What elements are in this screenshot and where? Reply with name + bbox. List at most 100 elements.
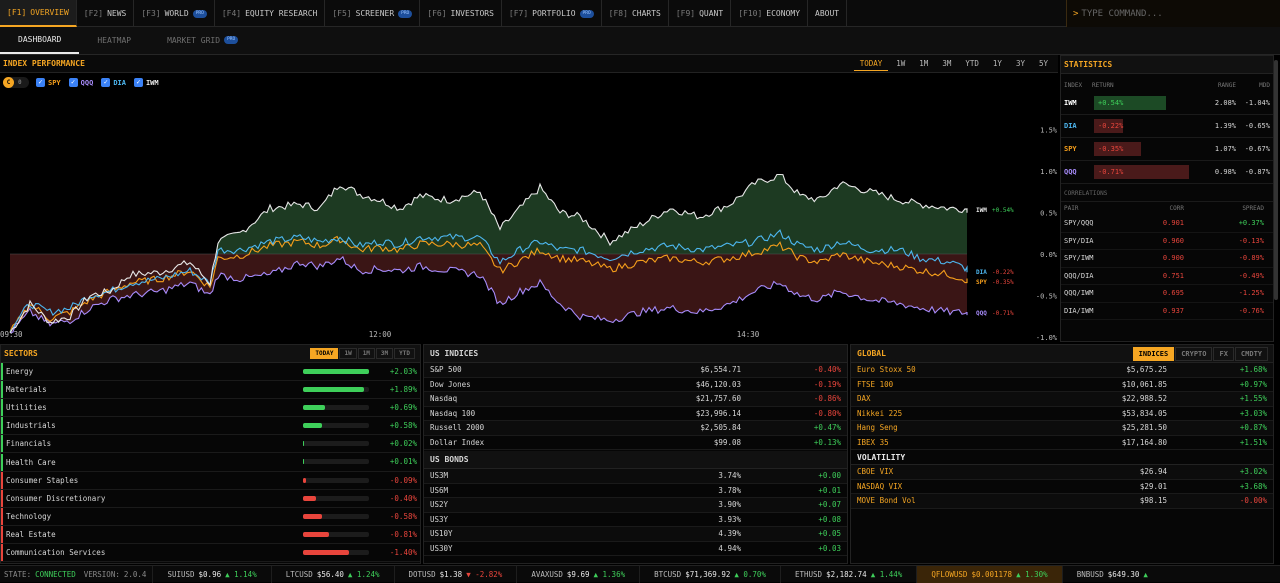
global-tab-crypto[interactable]: CRYPTO bbox=[1175, 347, 1213, 361]
global-row[interactable]: MOVE Bond Vol $98.15 -0.00% bbox=[851, 494, 1273, 509]
stat-row-qqq[interactable]: QQQ -0.71% 0.98% -0.87% bbox=[1061, 161, 1273, 184]
global-row[interactable]: Hang Seng $25,281.50 +0.87% bbox=[851, 421, 1273, 436]
us-bond-row[interactable]: US30Y 4.94% +0.03 bbox=[424, 542, 847, 556]
subtab-dashboard[interactable]: DASHBOARD bbox=[0, 26, 80, 54]
nav-item-screener[interactable]: [F5] SCREENER PRO bbox=[325, 0, 421, 27]
ticker-item-bnbusd[interactable]: BNBUSD $649.30 ▲ bbox=[1061, 565, 1162, 583]
correlations-title: CORRELATIONS bbox=[1064, 190, 1108, 197]
sector-row[interactable]: Consumer Discretionary -0.40% bbox=[1, 489, 420, 508]
corr-row[interactable]: SPY/IWM 0.900 -0.89% bbox=[1061, 250, 1273, 268]
command-bar[interactable]: > bbox=[1066, 0, 1280, 27]
ticker-item-btcusd[interactable]: BTCUSD $71,369.92 ▲ 0.70% bbox=[639, 565, 780, 583]
end-label-name: SPY bbox=[976, 279, 987, 286]
us-index-row[interactable]: Dollar Index $99.08 +0.13% bbox=[424, 436, 847, 450]
subtab-market-grid[interactable]: MARKET GRID PRO bbox=[149, 26, 256, 54]
series-toggle-dia[interactable]: ✓ DIA bbox=[101, 78, 126, 87]
checkbox-icon[interactable]: ✓ bbox=[133, 78, 143, 87]
subtab-heatmap[interactable]: HEATMAP bbox=[79, 26, 149, 54]
series-toggle-qqq[interactable]: ✓ QQQ bbox=[68, 78, 93, 87]
period-1m[interactable]: 1M bbox=[919, 59, 929, 68]
nav-item-portfolio[interactable]: [F7] PORTFOLIO PRO bbox=[502, 0, 602, 27]
performance-chart[interactable]: 1.5%1.0%0.5%0.0%-0.5%-1.0%-1.5%09:3012:0… bbox=[0, 55, 1058, 343]
command-input[interactable] bbox=[1081, 8, 1272, 19]
sector-row[interactable]: Health Care +0.01% bbox=[1, 453, 420, 472]
sector-period-today[interactable]: TODAY bbox=[310, 348, 339, 359]
nav-item-charts[interactable]: [F8] CHARTS bbox=[602, 0, 669, 27]
global-row[interactable]: IBEX 35 $17,164.80 +1.51% bbox=[851, 436, 1273, 450]
sector-row[interactable]: Real Estate -0.81% bbox=[1, 525, 420, 544]
global-tab-fx[interactable]: FX bbox=[1213, 347, 1234, 361]
us-bond-row[interactable]: US10Y 4.39% +0.05 bbox=[424, 527, 847, 542]
stat-row-spy[interactable]: SPY -0.35% 1.07% -0.67% bbox=[1061, 138, 1273, 161]
sector-row[interactable]: Materials +1.89% bbox=[1, 381, 420, 400]
stat-row-dia[interactable]: DIA -0.22% 1.39% -0.65% bbox=[1061, 115, 1273, 138]
cumulative-toggle[interactable]: C 0 bbox=[3, 77, 29, 88]
us-index-row[interactable]: Dow Jones $46,120.03 -0.19% bbox=[424, 378, 847, 392]
ticker-item-qflowusd[interactable]: QFLOWUSD $0.001178 ▲ 1.30% bbox=[916, 565, 1062, 583]
nav-item-quant[interactable]: [F9] QUANT bbox=[669, 0, 732, 27]
us-index-row[interactable]: Russell 2000 $2,505.84 +0.47% bbox=[424, 421, 847, 436]
series-toggle-iwm[interactable]: ✓ IWM bbox=[133, 78, 159, 87]
sector-row[interactable]: Consumer Staples -0.09% bbox=[1, 471, 420, 490]
nav-item-about[interactable]: ABOUT bbox=[808, 0, 848, 27]
corr-row[interactable]: DIA/IWM 0.937 -0.76% bbox=[1061, 303, 1273, 320]
stat-row-iwm[interactable]: IWM +0.54% 2.08% -1.04% bbox=[1061, 92, 1273, 115]
ticker-symbol: QFLOWUSD bbox=[931, 569, 968, 579]
sector-row[interactable]: Energy +2.03% bbox=[1, 363, 420, 382]
period-1w[interactable]: 1W bbox=[896, 59, 906, 68]
us-bond-row[interactable]: US2Y 3.90% +0.07 bbox=[424, 498, 847, 513]
sector-row[interactable]: Communication Services -1.40% bbox=[1, 543, 420, 563]
nav-item-news[interactable]: [F2] NEWS bbox=[77, 0, 135, 27]
global-tab-indices[interactable]: INDICES bbox=[1132, 347, 1175, 361]
us-index-row[interactable]: Nasdaq 100 $23,996.14 -0.80% bbox=[424, 407, 847, 421]
sector-period-1m[interactable]: 1M bbox=[357, 348, 375, 359]
corr-row[interactable]: SPY/DIA 0.960 -0.13% bbox=[1061, 233, 1273, 250]
sector-row[interactable]: Technology -0.58% bbox=[1, 507, 420, 526]
global-row[interactable]: NASDAQ VIX $29.01 +3.68% bbox=[851, 480, 1273, 494]
corr-row[interactable]: SPY/QQQ 0.901 +0.37% bbox=[1061, 215, 1273, 233]
nav-key: [F8] bbox=[608, 9, 628, 18]
row-value: $29.01 bbox=[1139, 481, 1167, 491]
period-1y[interactable]: 1Y bbox=[992, 59, 1002, 68]
global-row[interactable]: FTSE 100 $10,061.85 +0.97% bbox=[851, 378, 1273, 392]
period-ytd[interactable]: YTD bbox=[965, 59, 979, 68]
nav-item-investors[interactable]: [F6] INVESTORS bbox=[420, 0, 502, 27]
series-toggle-spy[interactable]: ✓ SPY bbox=[36, 78, 61, 87]
global-tab-cmdty[interactable]: CMDTY bbox=[1234, 347, 1268, 361]
nav-item-overview[interactable]: [F1] OVERVIEW bbox=[0, 0, 77, 27]
sector-row[interactable]: Financials +0.02% bbox=[1, 435, 420, 454]
ticker-item-suiusd[interactable]: SUIUSD $0.96 ▲ 1.14% bbox=[152, 565, 270, 583]
us-bond-row[interactable]: US3Y 3.93% +0.08 bbox=[424, 513, 847, 527]
us-index-row[interactable]: S&P 500 $6,554.71 -0.40% bbox=[424, 363, 847, 378]
checkbox-icon[interactable]: ✓ bbox=[36, 78, 45, 87]
sector-row[interactable]: Industrials +0.58% bbox=[1, 417, 420, 436]
period-3m[interactable]: 3M bbox=[942, 59, 952, 68]
us-index-row[interactable]: Nasdaq $21,757.60 -0.86% bbox=[424, 392, 847, 407]
global-row[interactable]: CBOE VIX $26.94 +3.02% bbox=[851, 465, 1273, 480]
sector-period-3m[interactable]: 3M bbox=[375, 348, 394, 359]
ticker-item-dotusd[interactable]: DOTUSD $1.38 ▼ -2.82% bbox=[393, 565, 517, 583]
sector-row[interactable]: Utilities +0.69% bbox=[1, 399, 420, 418]
global-row[interactable]: DAX $22,988.52 +1.55% bbox=[851, 392, 1273, 407]
corr-row[interactable]: QQQ/DIA 0.751 -0.49% bbox=[1061, 268, 1273, 285]
period-today[interactable]: TODAY bbox=[853, 57, 889, 71]
corr-value: 0.901 bbox=[1162, 219, 1184, 228]
nav-item-equity-research[interactable]: [F4] EQUITY RESEARCH bbox=[215, 0, 326, 27]
ticker-item-ethusd[interactable]: ETHUSD $2,182.74 ▲ 1.44% bbox=[779, 565, 916, 583]
global-row[interactable]: Euro Stoxx 50 $5,675.25 +1.68% bbox=[851, 363, 1273, 378]
global-row[interactable]: Nikkei 225 $53,834.05 +3.03% bbox=[851, 407, 1273, 421]
checkbox-icon[interactable]: ✓ bbox=[101, 78, 111, 87]
sector-period-ytd[interactable]: YTD bbox=[394, 348, 415, 359]
checkbox-icon[interactable]: ✓ bbox=[68, 78, 78, 87]
period-3y[interactable]: 3Y bbox=[1015, 59, 1025, 68]
sector-period-1w[interactable]: 1W bbox=[339, 348, 357, 359]
ticker-item-ltcusd[interactable]: LTCUSD $56.40 ▲ 1.24% bbox=[270, 565, 394, 583]
nav-item-economy[interactable]: [F10] ECONOMY bbox=[731, 0, 809, 27]
stats-scrollbar[interactable] bbox=[1274, 60, 1278, 300]
nav-item-world[interactable]: [F3] WORLD PRO bbox=[134, 0, 215, 27]
us-bond-row[interactable]: US6M 3.78% +0.01 bbox=[424, 484, 847, 498]
period-5y[interactable]: 5Y bbox=[1038, 59, 1048, 68]
corr-row[interactable]: QQQ/IWM 0.695 -1.25% bbox=[1061, 285, 1273, 303]
ticker-item-avaxusd[interactable]: AVAXUSD $9.69 ▲ 1.36% bbox=[516, 565, 639, 583]
us-bond-row[interactable]: US3M 3.74% +0.00 bbox=[424, 469, 847, 484]
